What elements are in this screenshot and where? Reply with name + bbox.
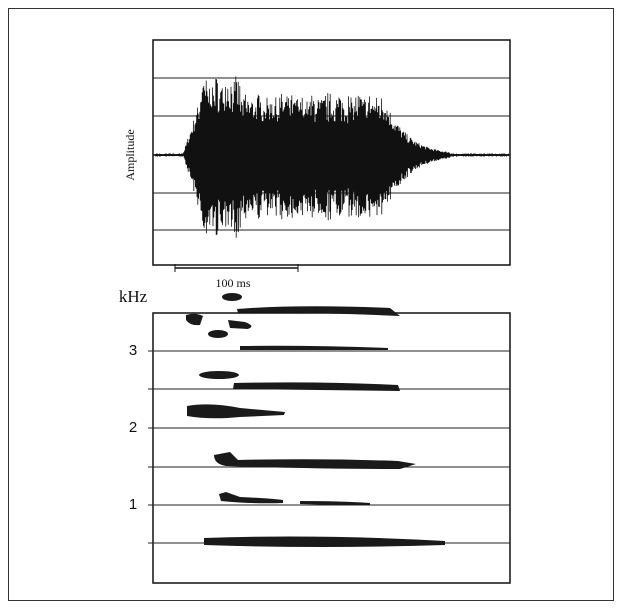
tick-label: 3 — [129, 342, 137, 359]
formant-blob — [222, 293, 242, 301]
spectrogram-panel: kHz 3 2 1 — [119, 287, 511, 584]
formant-blob — [214, 452, 416, 469]
unit-label: kHz — [119, 287, 148, 306]
tick-label: 2 — [129, 419, 137, 436]
formant-blob — [199, 371, 239, 379]
formant-blob — [187, 404, 285, 419]
formant-blob — [300, 501, 370, 505]
formant-blob — [219, 492, 283, 504]
waveform-frame — [152, 39, 511, 266]
formant-blob — [228, 320, 252, 329]
scale-bar-label: 100 ms — [215, 276, 250, 290]
tick-label: 1 — [129, 496, 137, 513]
waveform-panel: Amplitude 100 ms — [123, 39, 511, 290]
formant-blob — [233, 382, 400, 391]
formant-blob — [204, 536, 445, 547]
waveform-trace — [154, 76, 510, 238]
y-axis-label: Amplitude — [123, 129, 137, 180]
formant-blob — [186, 313, 203, 326]
formant-blob — [240, 345, 388, 350]
formant-blob — [237, 306, 400, 316]
formant-blob — [208, 330, 228, 338]
figure-frame — [8, 8, 614, 601]
waveform — [154, 76, 510, 238]
formant-traces — [186, 293, 445, 547]
